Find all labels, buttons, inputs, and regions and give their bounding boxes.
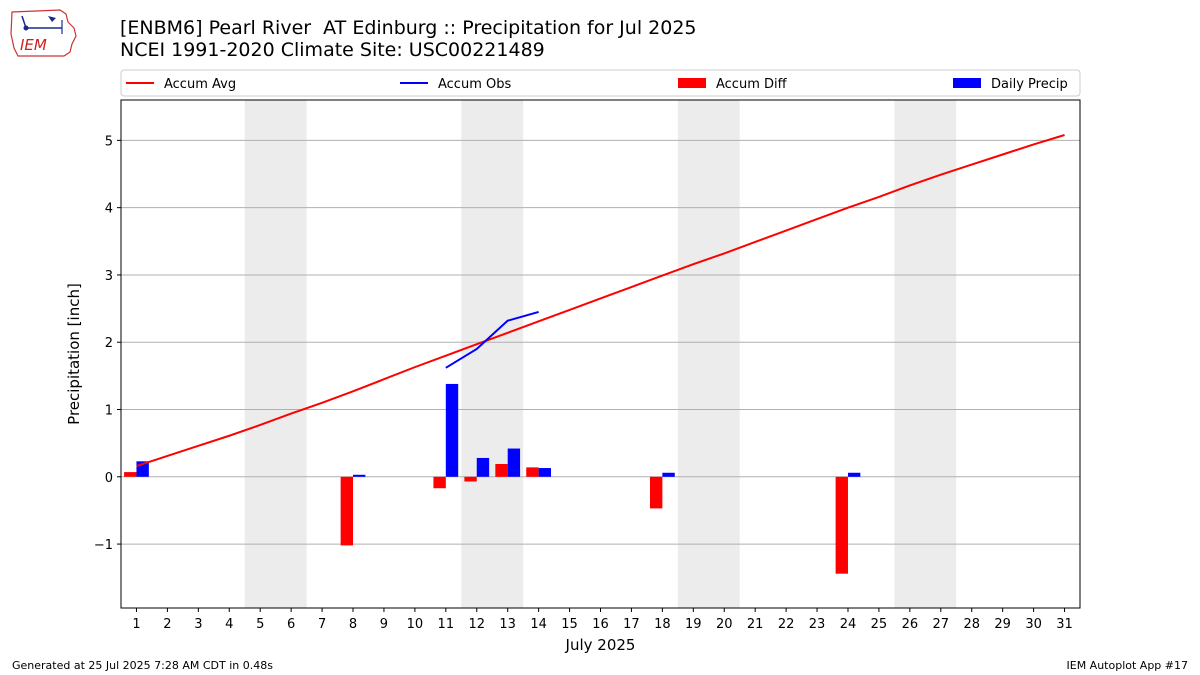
app-label: IEM Autoplot App #17 — [1066, 659, 1189, 672]
x-tick-label: 28 — [963, 617, 980, 632]
y-ticks: −1 0 1 2 3 4 5 — [94, 134, 121, 553]
logo-text: IEM — [20, 36, 47, 54]
daily-precip-bar — [538, 468, 552, 477]
y-gridlines — [121, 139, 1080, 545]
x-tick-label: 23 — [809, 617, 826, 632]
accum-avg-line — [136, 134, 1065, 467]
accum-diff-bar — [464, 476, 477, 482]
x-tick-label: 17 — [623, 617, 640, 632]
accum-obs-line — [445, 310, 539, 369]
x-tick-label: 16 — [592, 617, 609, 632]
x-tick-label: 31 — [1056, 617, 1073, 632]
x-tick-label: 25 — [871, 617, 888, 632]
weekend-band — [244, 100, 307, 608]
accum-diff-bar — [649, 476, 663, 509]
chart-subtitle: NCEI 1991-2020 Climate Site: USC00221489 — [120, 39, 545, 61]
y-tick-label: 0 — [105, 471, 113, 486]
y-tick-label: 2 — [105, 336, 113, 351]
legend-label: Daily Precip — [991, 77, 1068, 92]
x-tick-label: 3 — [194, 617, 202, 632]
legend: Accum Avg Accum Obs Accum Diff Daily Precip — [120, 69, 1081, 97]
daily-precip-bar — [476, 457, 490, 477]
x-tick-label: 1 — [132, 617, 140, 632]
x-tick-label: 5 — [256, 617, 264, 632]
y-tick-label: 4 — [105, 202, 113, 217]
x-tick-label: 20 — [716, 617, 733, 632]
x-tick-label: 13 — [499, 617, 516, 632]
y-tick-label: 3 — [105, 269, 113, 284]
legend-label: Accum Diff — [716, 77, 788, 92]
y-tick-label: 1 — [105, 404, 113, 419]
daily-precip-bar — [662, 472, 675, 477]
weekend-band — [894, 100, 957, 608]
accum-diff-bar — [835, 476, 848, 574]
legend-label: Accum Avg — [164, 77, 236, 92]
y-tick-label: 5 — [105, 134, 113, 149]
weekend-band — [461, 100, 524, 608]
accum-diff-bar — [526, 467, 539, 477]
x-tick-label: 2 — [163, 617, 171, 632]
weekend-shading — [244, 100, 957, 608]
iem-logo: IEM — [10, 9, 77, 57]
x-tick-label: 14 — [530, 617, 547, 632]
x-tick-label: 9 — [380, 617, 388, 632]
daily-precip-bar — [847, 472, 861, 477]
lines — [136, 134, 1065, 467]
x-tick-label: 7 — [318, 617, 326, 632]
x-tick-label: 12 — [468, 617, 485, 632]
x-tick-label: 15 — [561, 617, 578, 632]
x-tick-label: 29 — [994, 617, 1011, 632]
daily-precip-bar — [445, 383, 459, 477]
x-tick-label: 6 — [287, 617, 295, 632]
legend-swatch — [678, 78, 706, 88]
y-axis-label: Precipitation [inch] — [65, 283, 83, 425]
x-tick-label: 21 — [747, 617, 764, 632]
bars — [124, 383, 861, 574]
x-tick-label: 4 — [225, 617, 233, 632]
x-tick-label: 27 — [933, 617, 950, 632]
chart-title: [ENBM6] Pearl River AT Edinburg :: Preci… — [120, 17, 697, 39]
legend-box — [120, 69, 1081, 97]
legend-label: Accum Obs — [438, 77, 511, 92]
x-tick-label: 10 — [407, 617, 424, 632]
x-ticks: 1 2 3 4 5 6 7 8 9 10 11 12 13 14 15 16 17 18 19 20 21 22 23 24 2… — [132, 608, 1073, 632]
x-axis-label: July 2025 — [565, 636, 636, 654]
x-tick-label: 19 — [685, 617, 702, 632]
daily-precip-bar — [507, 448, 521, 477]
accum-diff-bar — [495, 464, 508, 477]
x-tick-label: 22 — [778, 617, 795, 632]
x-tick-label: 8 — [349, 617, 357, 632]
x-tick-label: 26 — [902, 617, 919, 632]
x-tick-label: 11 — [438, 617, 455, 632]
generated-timestamp: Generated at 25 Jul 2025 7:28 AM CDT in … — [12, 659, 273, 672]
legend-swatch — [953, 78, 981, 88]
accum-diff-bar — [124, 472, 137, 477]
weekend-band — [677, 100, 740, 608]
x-tick-label: 18 — [654, 617, 671, 632]
daily-precip-bar — [353, 474, 366, 477]
accum-diff-bar — [340, 476, 354, 546]
y-tick-label: −1 — [94, 538, 113, 553]
x-tick-label: 24 — [840, 617, 857, 632]
accum-diff-bar — [433, 476, 446, 489]
x-tick-label: 30 — [1025, 617, 1042, 632]
